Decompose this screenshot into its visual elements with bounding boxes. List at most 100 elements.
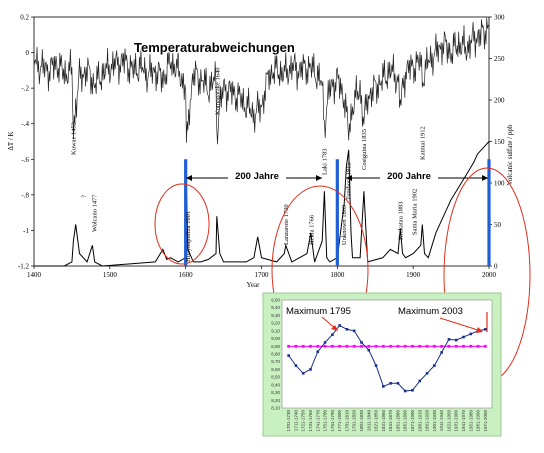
- inset-temperature-point: [352, 329, 356, 333]
- inset-reference-point: [287, 344, 291, 348]
- inset-y-tick-label: 9,10: [271, 328, 280, 333]
- volcano-annotation: Wolcano 1477: [92, 194, 99, 232]
- inset-reference-point: [396, 344, 400, 348]
- inset-x-tick-label: 1821-1850: [374, 410, 379, 432]
- inset-reference-point: [294, 344, 298, 348]
- span-label-1: 200 Jahre: [235, 171, 279, 182]
- inset-y-tick-label: 8,10: [271, 406, 280, 411]
- inset-reference-point: [338, 344, 342, 348]
- inset-y-tick-label: 8,90: [271, 344, 280, 349]
- inset-y-tick-label: 9,50: [271, 298, 280, 303]
- inset-x-tick-label: 1831-1860: [381, 410, 386, 432]
- inset-x-tick-label: 1801-1830: [359, 410, 364, 432]
- volcano-annotation: Krakatau 1883: [397, 202, 404, 240]
- x-tick-label: 1500: [103, 271, 118, 279]
- volcano-annotation: Santa Maria 1902: [412, 189, 419, 235]
- y2-tick-label: 300: [494, 14, 505, 22]
- span-label-2: 200 Jahre: [387, 171, 431, 182]
- inset-x-tick-label: 1751-1780: [323, 410, 328, 432]
- inset-x-tick-label: 1771-1800: [337, 410, 342, 432]
- inset-reference-point: [440, 344, 444, 348]
- inset-temperature-point: [382, 385, 385, 388]
- y-tick-label: 0.2: [20, 14, 29, 22]
- span-1800-2000: 200 Jahre: [346, 169, 488, 182]
- volcano-annotation: Tambora 1815: [346, 162, 353, 200]
- inset-y-tick-label: 8,40: [271, 382, 280, 387]
- volcano-annotation: Laki 1783: [321, 148, 328, 175]
- inset-reference-point: [418, 344, 422, 348]
- inset-reference-point: [462, 344, 465, 348]
- y-tick-label: -.8: [21, 191, 29, 199]
- inset-y-tick-label: 8,80: [271, 352, 280, 357]
- y-tick-label: -.6: [21, 156, 29, 164]
- inset-temperature-point: [374, 364, 378, 367]
- inset-temperature-point: [425, 371, 429, 375]
- inset-temperature-point: [469, 332, 473, 336]
- inset-x-tick-label: 1851-1880: [395, 410, 400, 432]
- y2-tick-label: 100: [494, 180, 505, 188]
- inset-temperature-line: [288, 324, 486, 392]
- inset-temperature-point: [338, 324, 341, 327]
- inset-reference-points: [287, 344, 487, 348]
- inset-x-tick-label: 1921-1950: [446, 410, 451, 432]
- x-tick-label: 1400: [27, 271, 42, 279]
- inset-temperature-point: [287, 354, 290, 357]
- inset-x-tick-label: 1961-1990: [476, 410, 481, 432]
- inset-y-tick-label: 8,70: [271, 359, 280, 364]
- inset-x-tick-label: 1971-2000: [483, 410, 488, 432]
- inset-temperature-point: [345, 328, 349, 331]
- inset-x-tick-label: 1861-1890: [403, 410, 408, 432]
- inset-x-tick-label: 1791-1820: [352, 410, 357, 432]
- inset-temperature-point: [360, 341, 363, 344]
- inset-temperature-point: [411, 388, 414, 392]
- y-tick-label: 0: [26, 49, 30, 57]
- inset-temperature-point: [447, 338, 451, 341]
- span-1600-1800: 200 Jahre: [186, 169, 322, 182]
- year-markers: [184, 159, 491, 266]
- inset-reference-point: [345, 344, 349, 348]
- inset-temperature-point: [454, 338, 458, 342]
- y2-tick-label: 150: [494, 138, 505, 146]
- inset-reference-point: [316, 344, 320, 348]
- volcano-annotation: Lanzarote 1730: [283, 204, 290, 245]
- inset-temperature-point: [440, 351, 443, 354]
- inset-label-maximum-2003: Maximum 2003: [398, 306, 463, 317]
- y-tick-label: -.2: [21, 85, 29, 93]
- temperature-line: [33, 17, 490, 145]
- inset-temperature-point: [309, 368, 312, 371]
- volcano-annotation: Kuwae 1452: [70, 122, 77, 155]
- inset-x-tick-label: 1781-1810: [344, 410, 349, 432]
- inset-reference-point: [403, 344, 407, 348]
- inset-temperature-point: [294, 364, 298, 367]
- inset-arrow-1795: [321, 316, 338, 331]
- inset-x-tick-label: 1811-1840: [366, 410, 371, 432]
- inset-y-tick-label: 8,60: [271, 367, 280, 372]
- inset-reference-point: [432, 344, 436, 348]
- inset-reference-point: [454, 344, 458, 348]
- inset-reference-point: [483, 344, 487, 348]
- inset-reference-point: [330, 344, 334, 348]
- inset-label-maximum-1795: Maximum 1795: [286, 306, 351, 317]
- inset-reference-point: [360, 344, 363, 348]
- main-y2-ticks: 300 250 200 150 100 50 0: [489, 14, 505, 271]
- y2-tick-label: 50: [494, 221, 502, 229]
- inset-x-tick-label: 1761-1790: [330, 410, 335, 432]
- inset-reference-point: [447, 344, 451, 348]
- volcano-annotations: Kuwae 1452? Wolcano 1477 Huaynaputina 1601…: [70, 68, 426, 262]
- inset-reference-point: [309, 344, 312, 348]
- inset-x-tick-label: 1901-1930: [432, 410, 437, 432]
- y2-tick-label: 250: [494, 55, 505, 63]
- inset-temperature-point: [301, 371, 305, 375]
- inset-reference-point: [301, 344, 305, 348]
- x-tick-label: 1600: [179, 271, 194, 279]
- inset-x-tick-label: 1701-1730: [286, 410, 291, 432]
- y-tick-label: -1: [23, 227, 29, 235]
- inset-reference-point: [425, 344, 429, 348]
- inset-x-tick-label: 1731-1760: [308, 410, 313, 432]
- x-tick-label: 1900: [406, 271, 421, 279]
- x-tick-label: 1800: [330, 271, 345, 279]
- inset-reference-point: [476, 344, 480, 348]
- volcano-annotation: Katmai 1912: [419, 126, 426, 160]
- inset-x-tick-label: 1911-1940: [439, 410, 444, 432]
- volcano-annotation: ?: [80, 195, 87, 198]
